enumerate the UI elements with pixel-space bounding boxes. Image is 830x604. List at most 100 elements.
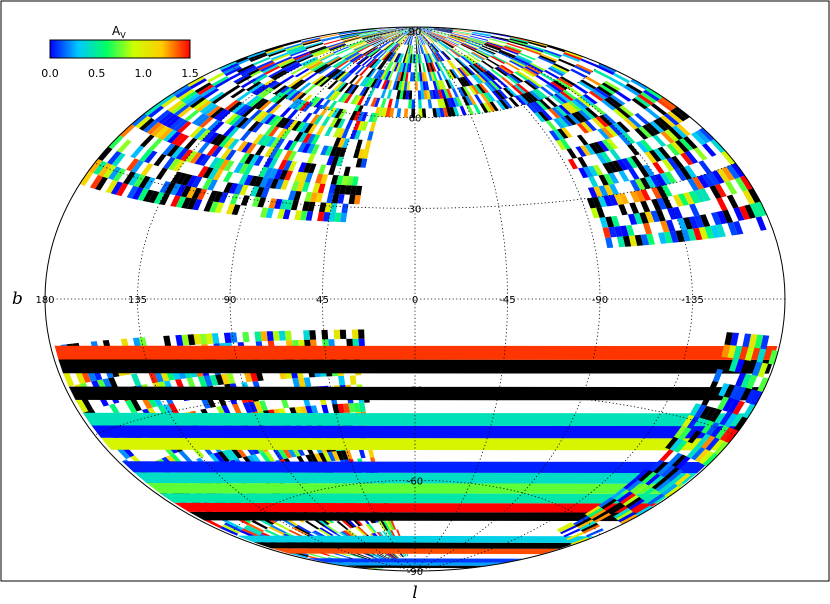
data-cell	[482, 102, 492, 113]
data-cell	[656, 117, 672, 130]
data-cell	[320, 35, 340, 41]
data-cell	[213, 108, 228, 120]
data-cell	[98, 162, 112, 177]
data-cell	[442, 107, 449, 117]
data-cell	[298, 377, 306, 388]
data-cell	[409, 36, 413, 45]
data-cell	[633, 213, 643, 225]
data-cell	[270, 69, 287, 79]
data-cell	[204, 518, 222, 529]
data-cell	[207, 190, 218, 202]
data-cell	[309, 62, 325, 71]
data-cell	[537, 56, 555, 65]
data-cell	[592, 164, 604, 176]
data-cell	[542, 50, 561, 59]
data-cell	[742, 403, 756, 419]
data-cell	[288, 140, 298, 151]
data-cell	[639, 177, 651, 190]
data-cell	[646, 233, 655, 245]
data-cell	[556, 92, 571, 103]
data-cell	[580, 79, 597, 90]
meridian-line	[414, 26, 693, 572]
data-cell	[376, 28, 396, 31]
data-cell	[526, 65, 542, 74]
data-cell	[261, 64, 279, 74]
data-cell	[733, 221, 744, 235]
data-cell	[714, 183, 727, 198]
data-cell	[621, 158, 634, 170]
data-cell	[329, 117, 339, 128]
data-cell	[477, 73, 489, 83]
data-cell	[628, 168, 640, 180]
data-cell	[451, 88, 459, 98]
data-cell	[673, 440, 688, 453]
data-cell	[331, 552, 350, 559]
data-cell	[384, 42, 395, 51]
data-cell	[422, 44, 428, 54]
data-cell	[366, 36, 383, 43]
data-cell	[399, 27, 415, 33]
data-cell	[259, 88, 275, 99]
data-cell	[381, 552, 395, 560]
data-cell	[288, 98, 301, 109]
data-cell	[419, 72, 423, 82]
data-cell	[391, 62, 398, 72]
data-cell	[331, 451, 340, 461]
data-cell	[433, 28, 453, 32]
data-cell	[443, 89, 450, 99]
data-cell	[438, 41, 452, 49]
data-cell	[653, 461, 668, 474]
data-cell	[372, 113, 379, 123]
data-cell	[550, 81, 566, 92]
data-cell	[299, 210, 308, 221]
data-cell	[453, 29, 473, 33]
data-cell	[494, 67, 508, 77]
data-cell	[402, 53, 407, 63]
data-cell	[500, 76, 514, 87]
data-cell	[513, 84, 527, 94]
data-cell	[291, 99, 304, 110]
data-cell	[429, 33, 444, 40]
data-cell	[382, 70, 390, 80]
data-cell	[768, 350, 779, 365]
data-cell	[256, 111, 269, 123]
data-cell	[175, 334, 184, 347]
data-cell	[361, 77, 371, 87]
data-cell	[185, 150, 198, 163]
data-cell	[668, 127, 683, 140]
data-cell	[312, 183, 321, 193]
data-cell	[601, 139, 614, 151]
data-cell	[328, 184, 336, 194]
data-cell	[449, 97, 457, 107]
data-cell	[446, 37, 463, 44]
data-cell	[691, 132, 707, 146]
data-cell	[441, 40, 455, 48]
data-cell	[629, 191, 641, 203]
data-cell	[470, 52, 485, 61]
data-cell	[558, 523, 576, 533]
data-cell	[464, 54, 478, 64]
data-cell	[607, 161, 619, 173]
data-cell	[642, 222, 653, 235]
data-cell	[655, 209, 666, 222]
data-cell	[342, 138, 350, 148]
data-cell	[634, 96, 651, 108]
data-cell	[417, 45, 421, 55]
data-cell	[374, 39, 389, 48]
data-cell	[574, 111, 588, 122]
data-cell	[295, 53, 313, 62]
data-cell	[556, 522, 573, 532]
data-cell	[361, 121, 369, 131]
data-cell	[339, 32, 358, 37]
data-cell	[231, 102, 246, 114]
data-cell	[299, 70, 314, 80]
data-cell	[357, 56, 370, 65]
data-cell	[122, 461, 710, 474]
data-cell	[456, 46, 471, 54]
data-cell	[211, 76, 229, 87]
data-cell	[613, 193, 624, 205]
data-cell	[474, 94, 483, 104]
data-cell	[248, 52, 267, 61]
data-cell	[698, 226, 709, 240]
data-cell	[321, 116, 331, 126]
